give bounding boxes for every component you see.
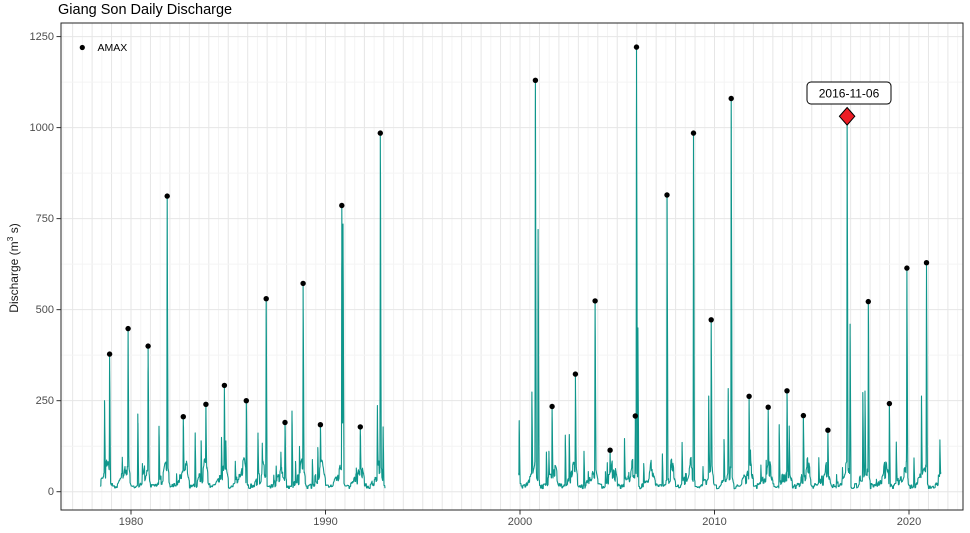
amax-point-2015: [825, 427, 831, 433]
x-tick-label-1980: 1980: [119, 516, 143, 528]
amax-point-1981: [164, 193, 170, 199]
legend-point-icon: [79, 44, 85, 51]
amax-point-1986: [263, 296, 269, 302]
legend: AMAX: [79, 42, 128, 54]
amax-point-2011: [746, 393, 752, 399]
amax-point-2004: [607, 447, 613, 453]
y-tick-label-750: 750: [36, 213, 54, 225]
annotation-label: 2016-11-06: [819, 87, 880, 101]
y-tick-label-1250: 1250: [30, 31, 54, 43]
amax-point-1990: [339, 202, 345, 209]
amax-point-1985: [243, 398, 249, 404]
highlight-annotation: 2016-11-06: [806, 81, 892, 105]
amax-points-layer: [106, 44, 930, 453]
y-axis-title-text: Discharge (m: [7, 241, 21, 313]
amax-point-2006: [633, 44, 640, 50]
discharge-line-segment: [518, 46, 942, 490]
discharge-line-layer: [99, 46, 942, 490]
amax-point-2020: [923, 260, 930, 266]
amax-point-1984: [221, 382, 228, 389]
gridlines-layer: [61, 23, 963, 510]
legend-label: AMAX: [98, 42, 128, 54]
annotation-box: [806, 81, 892, 105]
chart-title: Giang Son Daily Discharge: [58, 2, 233, 18]
amax-point-2017: [865, 298, 871, 305]
amax-point-1978: [106, 351, 113, 357]
amax-point-2007: [664, 192, 670, 198]
amax-point-1988: [300, 280, 306, 287]
amax-point-2013: [784, 388, 790, 394]
x-tick-label-2000: 2000: [508, 516, 532, 528]
x-tick-label-2010: 2010: [702, 516, 726, 528]
amax-point-1983: [203, 401, 209, 407]
amax-point-2008: [690, 130, 697, 136]
y-tick-label-250: 250: [36, 395, 54, 407]
amax-point-2019: [904, 265, 910, 271]
y-axis-title-unit: s): [7, 223, 21, 237]
amax-point-2002: [572, 371, 579, 377]
y-axis-title: Discharge (m3 s): [5, 223, 21, 312]
discharge-line-segment: [99, 132, 386, 490]
amax-point-1992: [377, 130, 383, 136]
amax-point-2010: [728, 95, 734, 102]
x-tick-label-1990: 1990: [313, 516, 337, 528]
amax-point-1987: [282, 419, 288, 426]
amax-point-1989: [317, 422, 324, 428]
panel-border: [60, 22, 964, 511]
highlight-diamond-marker: [838, 106, 856, 126]
amax-point-2009: [708, 317, 714, 323]
amax-point-2018: [886, 400, 893, 407]
amax-point-1991: [357, 424, 363, 430]
axes-layer: 1980 1990 2000 2010 2020 0 250 500 750 1000 1250: [30, 31, 922, 528]
amax-point-2005: [632, 413, 638, 419]
amax-point-1980: [145, 343, 151, 349]
amax-point-2001: [549, 403, 555, 410]
x-tick-label-2020: 2020: [897, 516, 921, 528]
y-tick-label-1000: 1000: [30, 122, 54, 134]
amax-point-2000: [532, 77, 539, 84]
amax-point-1979: [125, 325, 131, 332]
amax-point-2014: [800, 412, 807, 419]
amax-point-2003: [592, 298, 598, 304]
y-tick-label-0: 0: [48, 486, 54, 498]
y-tick-label-500: 500: [36, 304, 54, 316]
amax-point-1982: [180, 414, 186, 420]
amax-point-2012: [765, 404, 771, 410]
y-axis-title-sup: 3: [5, 236, 15, 242]
